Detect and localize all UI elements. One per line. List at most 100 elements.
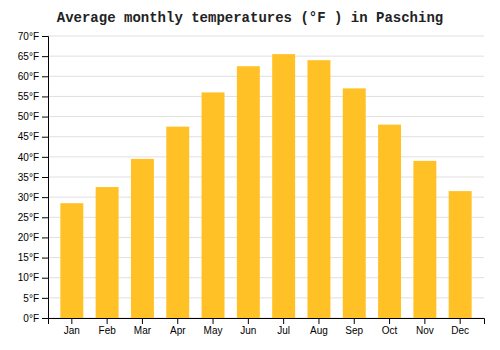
x-tick-mark (142, 318, 143, 324)
x-tick-label: Apr (170, 325, 186, 336)
x-tick-label: Nov (416, 325, 434, 336)
x-tick-label: Mar (134, 325, 152, 336)
grid-line (48, 76, 484, 77)
bar (60, 203, 83, 318)
x-tick: Aug (310, 318, 328, 336)
bar (449, 191, 472, 318)
y-tick-mark (42, 298, 48, 299)
chart: Average monthly temperatures (°F ) in Pa… (0, 0, 500, 350)
y-axis-line (42, 37, 49, 319)
bar (272, 54, 295, 318)
y-tick-mark (42, 137, 48, 138)
y-tick-mark (42, 157, 48, 158)
bar (131, 159, 154, 318)
y-axis: 0°F5°F10°F15°F20°F25°F30°F35°F40°F45°F50… (18, 31, 49, 324)
y-tick-mark (42, 318, 48, 319)
y-tick-label: 0°F (23, 313, 39, 324)
grid-line (48, 136, 484, 137)
x-tick: Jul (277, 318, 290, 336)
y-tick-label: 70°F (18, 31, 39, 42)
y-tick: 45°F (18, 131, 48, 142)
x-tick: Sep (345, 318, 363, 336)
y-tick-label: 35°F (18, 172, 39, 183)
x-tick-mark (107, 318, 108, 324)
x-tick-mark (460, 318, 461, 324)
bar (166, 127, 189, 318)
y-tick-label: 50°F (18, 111, 39, 122)
x-tick-label: Jul (277, 325, 290, 336)
y-tick: 70°F (18, 31, 48, 42)
x-tick: Oct (382, 318, 398, 336)
x-tick-mark (424, 318, 425, 324)
bar (96, 187, 119, 318)
y-tick: 40°F (18, 152, 48, 163)
y-tick: 35°F (18, 172, 48, 183)
x-tick-mark (354, 318, 355, 324)
y-tick-label: 10°F (18, 272, 39, 283)
x-tick-mark (213, 318, 214, 324)
y-tick-mark (42, 258, 48, 259)
y-tick: 15°F (18, 252, 48, 263)
grid-line (48, 36, 484, 37)
y-tick-label: 5°F (23, 293, 39, 304)
grid (48, 36, 484, 318)
x-tick-label: Jan (64, 325, 80, 336)
x-tick-mark (248, 318, 249, 324)
x-tick-label: Jun (240, 325, 256, 336)
grid-line (48, 56, 484, 57)
y-tick-mark (42, 56, 48, 57)
y-tick-mark (42, 278, 48, 279)
grid-line (48, 96, 484, 97)
y-tick: 60°F (18, 71, 48, 82)
x-tick: Jan (64, 318, 80, 336)
y-tick-mark (42, 36, 48, 37)
y-tick-label: 30°F (18, 192, 39, 203)
y-tick-label: 45°F (18, 131, 39, 142)
y-tick: 50°F (18, 111, 48, 122)
x-tick: May (204, 318, 223, 336)
y-tick-label: 60°F (18, 71, 39, 82)
x-tick-label: Oct (382, 325, 398, 336)
x-tick-label: May (204, 325, 223, 336)
y-tick-mark (42, 237, 48, 238)
x-tick: Dec (451, 318, 469, 336)
y-tick: 20°F (18, 232, 48, 243)
x-tick: Apr (170, 318, 186, 336)
x-tick-mark (283, 318, 284, 324)
x-tick-label: Dec (451, 325, 469, 336)
y-tick: 0°F (23, 313, 48, 324)
y-tick: 55°F (18, 91, 48, 102)
bar (237, 66, 260, 318)
y-tick-mark (42, 177, 48, 178)
y-tick-label: 20°F (18, 232, 39, 243)
y-tick-label: 40°F (18, 152, 39, 163)
bar (343, 88, 366, 318)
title: Average monthly temperatures (°F ) in Pa… (57, 10, 443, 26)
y-tick-mark (42, 217, 48, 218)
y-tick: 5°F (23, 293, 48, 304)
y-tick-mark (42, 76, 48, 77)
x-axis: Jan Feb Mar Apr May Jun Jul Aug Sep Oct Nov Dec (49, 318, 485, 336)
x-tick-label: Aug (310, 325, 328, 336)
y-tick: 65°F (18, 51, 48, 62)
x-tick-mark (71, 318, 72, 324)
x-tick: Mar (134, 318, 152, 336)
y-tick-label: 15°F (18, 252, 39, 263)
bars (60, 54, 471, 318)
bar (413, 161, 436, 318)
x-tick: Nov (416, 318, 434, 336)
y-tick-mark (42, 117, 48, 118)
plot: 0°F5°F10°F15°F20°F25°F30°F35°F40°F45°F50… (18, 31, 485, 336)
grid-line (48, 116, 484, 117)
x-tick: Jun (240, 318, 256, 336)
y-tick-label: 55°F (18, 91, 39, 102)
y-tick: 10°F (18, 272, 48, 283)
x-tick-mark (177, 318, 178, 324)
bar (378, 125, 401, 318)
x-tick: Feb (99, 318, 117, 336)
x-tick-mark (389, 318, 390, 324)
x-tick-label: Feb (99, 325, 117, 336)
y-tick: 30°F (18, 192, 48, 203)
bar (202, 92, 225, 318)
x-axis-line (49, 319, 485, 325)
